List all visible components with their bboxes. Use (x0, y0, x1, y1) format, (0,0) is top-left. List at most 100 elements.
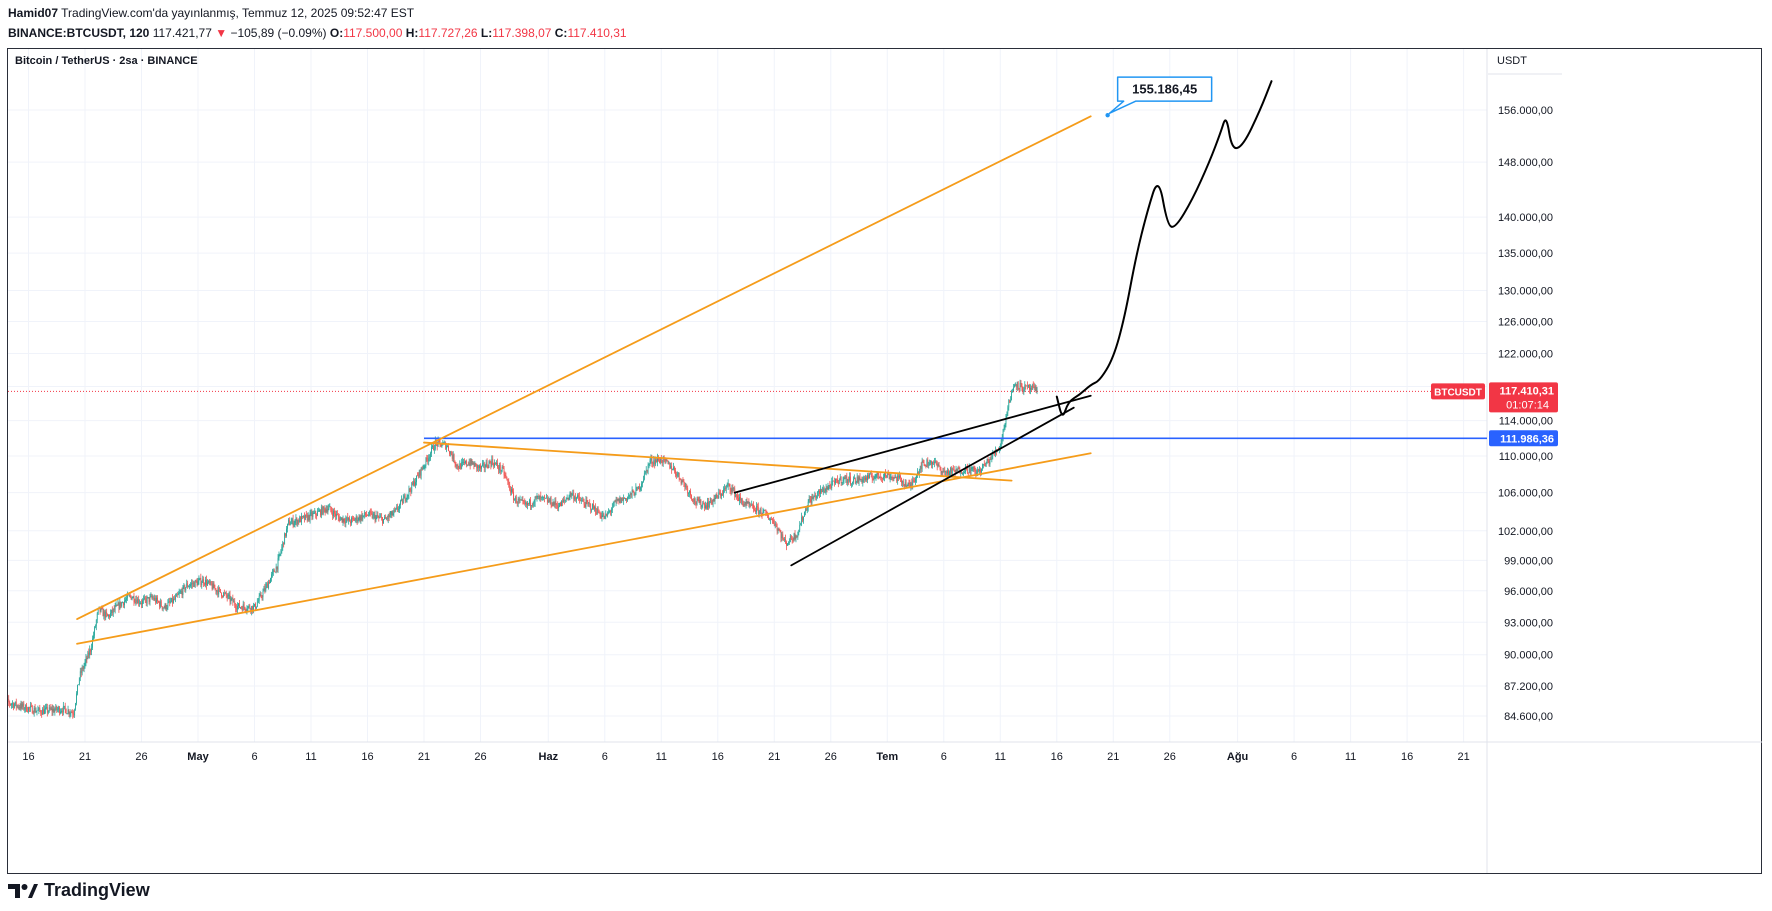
candle-body (696, 498, 698, 505)
candle (212, 581, 214, 590)
candle (181, 587, 183, 598)
price-axis-label: 87.200,00 (1504, 681, 1553, 693)
candle (381, 513, 383, 521)
candle-body (375, 516, 377, 521)
candle-body (1020, 383, 1022, 384)
candle (853, 474, 855, 480)
candle-body (283, 542, 285, 545)
candle-body (632, 490, 634, 492)
candle (700, 499, 702, 509)
candle (23, 700, 25, 711)
candle-body (19, 707, 21, 709)
candle (407, 494, 409, 500)
candle (208, 579, 210, 586)
candle (952, 465, 954, 471)
candle-body (583, 501, 585, 505)
candle-body (933, 461, 935, 464)
candle-body (59, 707, 60, 714)
candle-body (589, 503, 591, 505)
candle (922, 459, 924, 464)
candle (479, 464, 480, 472)
candle (239, 606, 241, 609)
author-name[interactable]: Hamid07 (8, 6, 59, 20)
candle (344, 517, 346, 527)
candle-body (231, 598, 233, 599)
candle (885, 475, 887, 479)
candle-body (900, 475, 901, 478)
candle (314, 507, 316, 514)
candle-body (887, 472, 889, 475)
candle-body (740, 499, 742, 501)
candle (939, 465, 941, 471)
candle (786, 540, 787, 551)
candle-body (949, 471, 950, 476)
candle (112, 608, 114, 617)
candle-body (790, 535, 792, 540)
candle-body (937, 464, 939, 467)
candle-body (95, 620, 97, 627)
candle-body (561, 501, 562, 507)
candle (386, 515, 388, 522)
candle (242, 600, 244, 611)
candle (550, 495, 552, 509)
candle (236, 604, 238, 613)
candle (780, 529, 782, 543)
candle (586, 496, 588, 505)
candle (712, 498, 714, 508)
candle-body (513, 491, 514, 501)
candle (92, 635, 93, 651)
candle (141, 599, 142, 609)
candle-body (471, 459, 473, 465)
candle-body (871, 476, 873, 479)
candle (650, 454, 652, 464)
tradingview-logo[interactable]: TradingView (8, 880, 150, 901)
candle-body (46, 707, 48, 713)
candle (565, 497, 567, 503)
candle (35, 707, 37, 713)
candle-body (793, 533, 795, 541)
candle-body (1027, 385, 1029, 387)
candle (562, 498, 563, 507)
candle-body (934, 461, 936, 463)
candle-body (169, 601, 171, 603)
candle-body (207, 580, 209, 583)
candle-body (427, 459, 429, 462)
candle-body (673, 467, 674, 470)
candle-body (44, 709, 45, 715)
candle-body (42, 709, 44, 715)
candle-body (11, 704, 12, 705)
candle (472, 461, 474, 466)
high-label: H: (405, 26, 419, 40)
candle (196, 578, 198, 587)
candle (380, 513, 382, 518)
candle (759, 507, 761, 514)
candle-body (960, 472, 962, 474)
candle (790, 534, 792, 540)
candle-body (48, 707, 50, 712)
candle (305, 510, 307, 518)
candle-body (360, 514, 362, 521)
candle (107, 613, 108, 617)
candle-body (64, 705, 66, 710)
candle-body (723, 489, 724, 495)
candle-body (874, 476, 876, 479)
candle (913, 477, 915, 483)
candle (908, 479, 910, 488)
candle (274, 571, 276, 573)
black-trendline (790, 406, 1075, 567)
candle (405, 497, 407, 503)
candle-body (2, 702, 3, 703)
candle-body (773, 523, 775, 526)
candle-body (966, 466, 967, 467)
candle (477, 464, 479, 472)
candle-body (505, 475, 507, 478)
candle-body (876, 472, 878, 475)
candle-body (621, 497, 623, 503)
candle (714, 494, 716, 505)
candle-body (805, 509, 807, 511)
candle (505, 472, 507, 479)
candle (328, 503, 330, 511)
candle-body (914, 480, 916, 482)
candle-body (476, 463, 478, 469)
